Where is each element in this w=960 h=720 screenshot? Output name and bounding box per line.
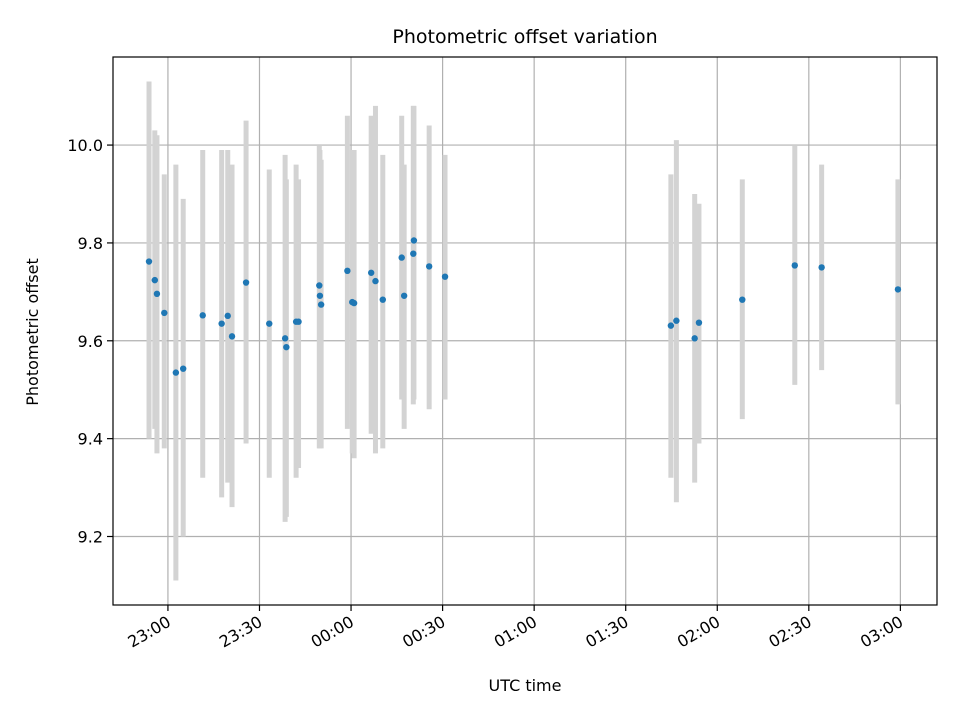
- data-point: [667, 322, 675, 329]
- data-point: [410, 237, 418, 244]
- data-point: [161, 309, 168, 317]
- data-point: [818, 264, 825, 271]
- data-point: [317, 301, 325, 308]
- x-axis-title: UTC time: [489, 676, 562, 695]
- chart-title: Photometric offset variation: [392, 26, 657, 48]
- grid: [113, 57, 937, 605]
- data-point: [739, 296, 746, 303]
- data-point: [350, 299, 358, 307]
- data-point: [218, 320, 225, 327]
- data-point: [894, 286, 902, 293]
- data-point: [316, 282, 323, 289]
- data-point: [379, 296, 386, 303]
- y-tick-label: 9.2: [78, 528, 103, 547]
- y-tick-label: 10.0: [67, 136, 103, 155]
- data-point: [673, 317, 680, 324]
- data-point: [695, 319, 703, 326]
- data-point: [367, 269, 375, 276]
- data-point: [283, 343, 290, 351]
- data-point: [281, 335, 289, 342]
- y-tick-label: 9.6: [78, 332, 103, 351]
- data-point: [400, 292, 408, 299]
- y-tick-label: 9.8: [78, 234, 103, 253]
- data-point: [691, 335, 698, 342]
- data-point: [344, 267, 351, 275]
- data-point: [153, 290, 161, 298]
- data-point: [151, 276, 159, 284]
- plot-frame: [112, 56, 938, 606]
- data-point: [242, 279, 250, 286]
- data-point: [228, 333, 236, 340]
- data-point: [398, 254, 405, 261]
- data-point: [145, 258, 153, 265]
- data-point: [295, 318, 302, 325]
- y-axis-ticks: 9.2 9.4 9.6 9.8 10.0: [67, 136, 113, 547]
- data-point: [172, 369, 180, 376]
- data-point: [266, 320, 273, 327]
- data-point: [372, 277, 379, 285]
- data-point: [410, 250, 417, 257]
- data-point: [316, 292, 324, 299]
- data-point: [179, 365, 187, 372]
- y-tick-label: 9.4: [78, 430, 103, 449]
- data-point: [441, 273, 449, 280]
- y-axis-title: Photometric offset: [23, 258, 42, 406]
- data-point: [224, 312, 231, 320]
- data-point: [791, 262, 798, 269]
- data-points: [145, 237, 902, 376]
- data-point: [199, 312, 206, 319]
- data-point: [425, 263, 433, 270]
